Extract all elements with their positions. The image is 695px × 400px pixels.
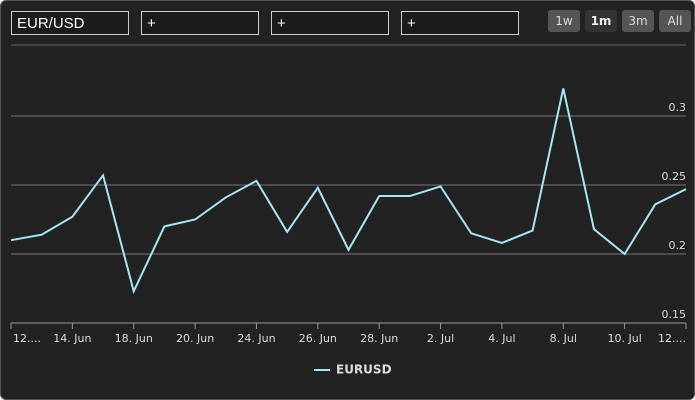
x-tick-label: 4. Jul — [488, 332, 515, 345]
x-tick-label: 10. Jul — [608, 332, 642, 345]
text-input[interactable]: + — [141, 11, 259, 35]
range-button[interactable]: All — [659, 10, 691, 32]
y-tick-label: 0.2 — [669, 239, 687, 252]
x-tick-label: 8. Jul — [550, 332, 577, 345]
range-button[interactable]: 1m — [585, 10, 617, 32]
x-tick-label: 28. Jun — [360, 332, 398, 345]
x-tick-label: 12.... — [13, 332, 41, 345]
range-button[interactable]: 3m — [622, 10, 654, 32]
text-input[interactable]: + — [401, 11, 519, 35]
x-tick-label: 24. Jun — [237, 332, 275, 345]
text-input[interactable]: EUR/USD — [11, 11, 129, 35]
y-tick-label: 0.3 — [669, 101, 687, 114]
data-line — [10, 88, 687, 295]
x-tick-label: 2. Jul — [427, 332, 454, 345]
x-tick-label: 12.... — [658, 332, 686, 345]
x-tick-label: 20. Jun — [176, 332, 214, 345]
y-tick-label: 0.25 — [662, 170, 687, 183]
x-tick-label: 18. Jun — [115, 332, 153, 345]
y-tick-label: 0.15 — [662, 308, 687, 321]
x-tick-label: 14. Jun — [53, 332, 91, 345]
x-tick-label: 26. Jun — [299, 332, 337, 345]
range-button[interactable]: 1w — [548, 10, 580, 32]
legend-label: EURUSD — [336, 363, 392, 377]
text-input[interactable]: + — [271, 11, 389, 35]
